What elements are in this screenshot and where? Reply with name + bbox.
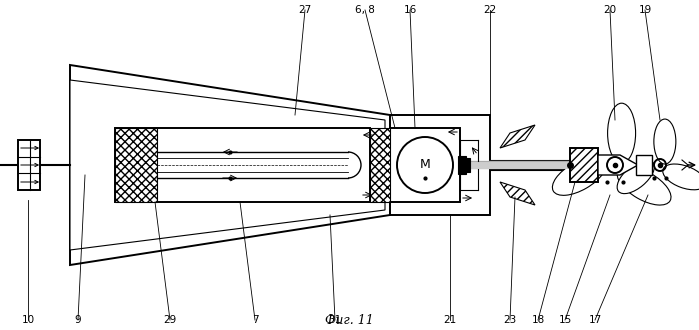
Text: 7: 7 — [252, 315, 259, 325]
Ellipse shape — [552, 157, 606, 195]
Polygon shape — [500, 182, 535, 205]
Bar — [370, 128, 390, 202]
Bar — [390, 168, 490, 215]
Bar — [462, 158, 470, 172]
Text: М: М — [419, 158, 431, 172]
Bar — [636, 155, 652, 175]
Text: 20: 20 — [603, 5, 617, 15]
Text: 18: 18 — [531, 315, 545, 325]
Bar — [115, 128, 157, 202]
Bar — [570, 148, 598, 182]
Text: 6, 8: 6, 8 — [355, 5, 375, 15]
Text: 21: 21 — [443, 315, 456, 325]
Text: 29: 29 — [164, 315, 177, 325]
Ellipse shape — [617, 166, 671, 205]
Text: 27: 27 — [298, 5, 312, 15]
Text: 9: 9 — [75, 315, 81, 325]
Text: 31: 31 — [329, 315, 342, 325]
Text: 22: 22 — [484, 5, 496, 15]
Text: 17: 17 — [589, 315, 602, 325]
Text: 10: 10 — [22, 315, 34, 325]
Polygon shape — [70, 65, 390, 265]
Text: 19: 19 — [638, 5, 651, 15]
Bar — [18, 140, 40, 190]
Ellipse shape — [607, 103, 635, 163]
Ellipse shape — [663, 164, 699, 190]
Ellipse shape — [654, 119, 676, 164]
Ellipse shape — [617, 160, 654, 194]
Polygon shape — [500, 125, 535, 148]
Bar — [390, 115, 490, 162]
Bar — [458, 156, 466, 174]
Text: Фиг. 11: Фиг. 11 — [324, 314, 373, 326]
Bar — [390, 128, 460, 202]
Text: 23: 23 — [503, 315, 517, 325]
Polygon shape — [598, 155, 638, 175]
Text: 16: 16 — [403, 5, 417, 15]
Text: 15: 15 — [559, 315, 572, 325]
Bar — [115, 128, 370, 202]
Polygon shape — [70, 80, 385, 250]
